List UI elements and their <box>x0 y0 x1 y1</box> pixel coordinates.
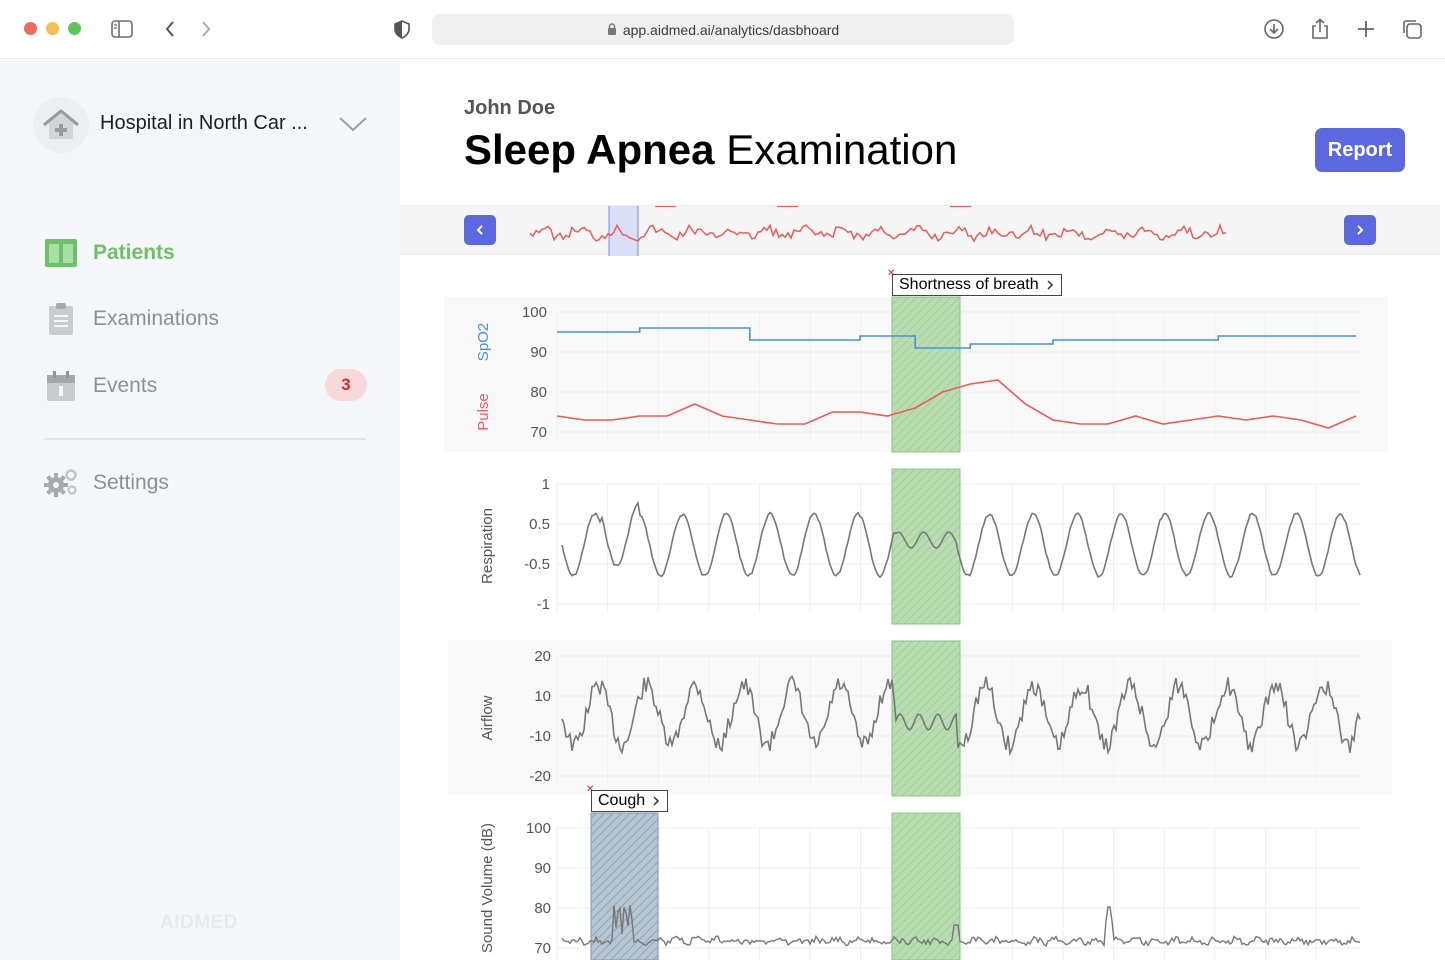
tabs-overview-icon[interactable] <box>1400 17 1424 41</box>
lock-icon <box>607 23 617 36</box>
main-content: John Doe Sleep Apnea Examination Report <box>400 60 1445 960</box>
remove-event-icon[interactable]: ✕ <box>887 269 895 279</box>
page-title: Sleep Apnea Examination <box>464 126 957 174</box>
chevron-right-icon <box>653 796 660 806</box>
gears-icon <box>44 466 78 500</box>
event-tag-label: Shortness of breath <box>899 276 1039 293</box>
columns-icon <box>44 236 78 270</box>
patient-name: John Doe <box>464 97 556 119</box>
sidebar-item-settings[interactable]: Settings <box>44 466 169 500</box>
chevron-down-icon[interactable] <box>338 115 368 138</box>
share-icon[interactable] <box>1308 17 1332 41</box>
hospital-selector[interactable]: Hospital in North Car ... <box>100 112 308 134</box>
sidebar-divider <box>44 438 366 440</box>
timeline-prev-button[interactable] <box>464 215 496 245</box>
timeline-overview-chart <box>529 206 1227 256</box>
maximize-window-button[interactable] <box>68 22 81 35</box>
page-title-bold: Sleep Apnea <box>464 126 715 173</box>
sidebar-item-label: Examinations <box>93 307 220 330</box>
url-text: app.aidmed.ai/analytics/dasbhoard <box>622 21 840 38</box>
new-tab-icon[interactable] <box>1354 17 1378 41</box>
chevron-right-icon <box>1047 280 1053 290</box>
event-tag-shortness-of-breath[interactable]: Shortness of breath <box>892 274 1062 296</box>
hospital-house-icon <box>42 109 80 139</box>
back-icon[interactable] <box>158 17 182 41</box>
browser-toolbar: app.aidmed.ai/analytics/dasbhoard <box>0 0 1445 59</box>
timeline-window-handle[interactable] <box>608 206 639 256</box>
minimize-window-button[interactable] <box>46 22 59 35</box>
event-tag-label: Cough <box>598 792 646 809</box>
timeline-next-button[interactable] <box>1344 215 1376 245</box>
sidebar-item-patients[interactable]: Patients <box>44 236 175 270</box>
report-button[interactable]: Report <box>1315 128 1405 172</box>
sidebar-item-events[interactable]: Events <box>44 369 157 403</box>
events-count-badge: 3 <box>325 369 367 401</box>
sidebar-item-examinations[interactable]: Examinations <box>44 302 219 336</box>
privacy-shield-icon[interactable] <box>390 17 414 41</box>
clipboard-icon <box>44 302 78 336</box>
event-tag-cough[interactable]: Cough <box>591 790 669 812</box>
calendar-icon <box>44 369 78 403</box>
forward-icon[interactable] <box>194 17 218 41</box>
sidebar: Hospital in North Car ... Patients Exami… <box>0 60 400 960</box>
sidebar-item-label: Patients <box>93 241 175 264</box>
address-bar[interactable]: app.aidmed.ai/analytics/dasbhoard <box>432 14 1014 45</box>
sidebar-toggle-icon[interactable] <box>110 17 134 41</box>
page-title-rest: Examination <box>726 126 958 173</box>
chevron-left-icon <box>476 225 483 235</box>
hospital-avatar[interactable] <box>33 97 89 153</box>
chevron-right-icon <box>1357 225 1364 235</box>
remove-event-icon[interactable]: ✕ <box>586 785 594 795</box>
sidebar-item-label: Events <box>93 374 158 397</box>
timeline-pulse-overview-line <box>529 222 1227 243</box>
download-icon[interactable] <box>1262 17 1286 41</box>
sidebar-item-label: Settings <box>93 471 169 494</box>
close-window-button[interactable] <box>24 22 37 35</box>
brand-logo-text: AIDMED <box>160 912 238 933</box>
timeline-navigator <box>400 205 1440 256</box>
